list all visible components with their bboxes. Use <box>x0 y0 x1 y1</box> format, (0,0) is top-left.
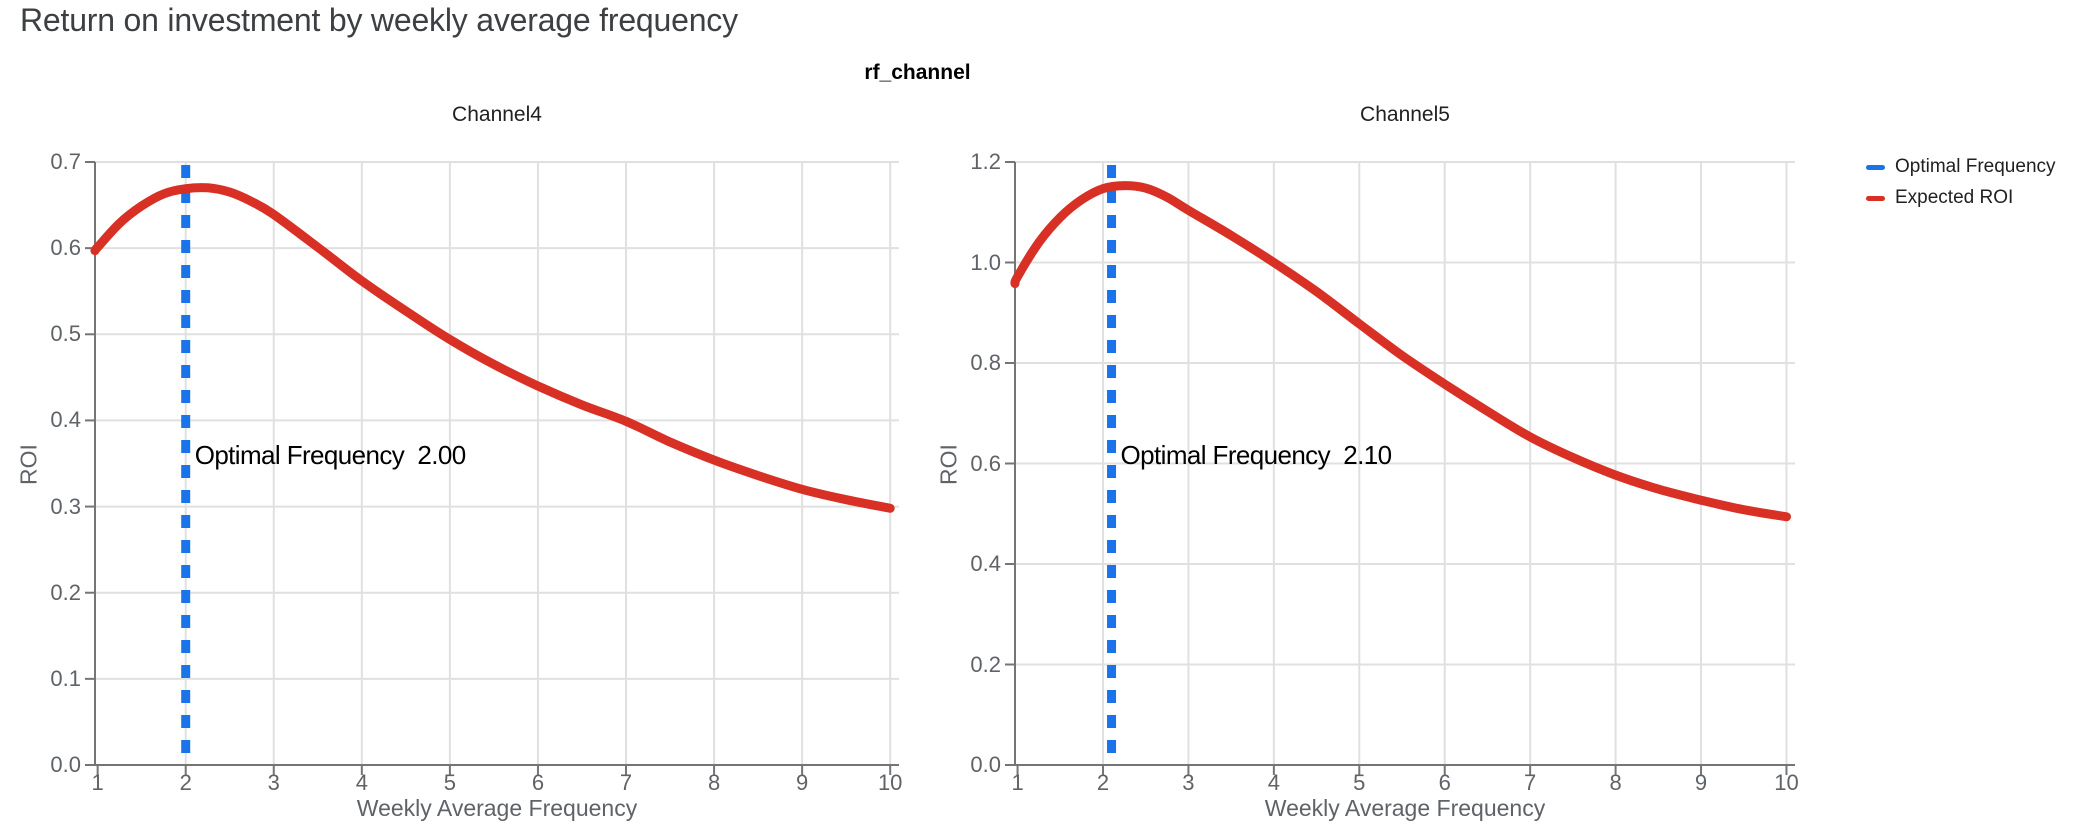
legend-line-expected-roi-icon <box>1866 195 1885 201</box>
x-tick-label: 1 <box>1011 770 1024 795</box>
legend-item-optimal-frequency: Optimal Frequency <box>1866 156 2056 178</box>
y-tick-label: 0.8 <box>970 350 1001 375</box>
legend-line-optimal-frequency-icon <box>1866 164 1885 170</box>
legend-label-optimal-frequency: Optimal Frequency <box>1895 156 2056 177</box>
x-tick-label: 6 <box>531 770 545 795</box>
y-tick-label: 0.7 <box>50 149 81 174</box>
x-axis-title-channel4: Weekly Average Frequency <box>356 795 638 821</box>
legend-item-expected-roi: Expected ROI <box>1866 187 2056 209</box>
x-tick-label: 9 <box>796 770 809 795</box>
y-tick-label: 0.4 <box>50 407 81 433</box>
expected-roi-curve <box>90 183 895 513</box>
x-tick-label: 1 <box>91 770 104 795</box>
x-tick-label: 7 <box>1524 770 1537 795</box>
x-tick-label: 10 <box>877 770 903 795</box>
y-tick-label: 0.4 <box>970 551 1001 576</box>
page-title: Return on investment by weekly average f… <box>20 2 738 38</box>
annotation-optimal-frequency-channel4: Optimal Frequency 2.00 <box>194 440 467 470</box>
x-tick-label: 3 <box>267 770 280 795</box>
x-tick-label: 6 <box>1438 770 1451 795</box>
x-tick-label: 3 <box>1182 770 1195 795</box>
x-axis-title-channel5: Weekly Average Frequency <box>1264 795 1546 821</box>
x-tick-label: 2 <box>1096 770 1110 795</box>
y-tick-label: 0.2 <box>970 651 1001 677</box>
x-tick-label: 4 <box>1267 770 1280 795</box>
y-tick-label: 0.1 <box>50 665 81 691</box>
x-tick-label: 10 <box>1774 770 1799 795</box>
y-tick-label: 0.3 <box>50 493 81 519</box>
y-tick-label: 0.6 <box>970 450 1001 476</box>
x-tick-label: 9 <box>1694 770 1708 795</box>
x-tick-label: 7 <box>619 770 633 795</box>
legend: Optimal Frequency Expected ROI <box>1866 156 2056 218</box>
y-tick-label: 1.0 <box>970 249 1001 275</box>
x-tick-label: 4 <box>355 770 368 795</box>
x-tick-label: 8 <box>707 770 721 795</box>
y-tick-label: 0.0 <box>50 752 81 777</box>
y-tick-label: 0.0 <box>970 752 1001 777</box>
legend-label-expected-roi: Expected ROI <box>1895 187 2014 208</box>
y-tick-label: 1.2 <box>970 149 1001 174</box>
x-tick-label: 2 <box>179 770 192 795</box>
y-tick-label: 0.6 <box>50 235 81 261</box>
x-tick-label: 8 <box>1609 770 1622 795</box>
x-tick-label: 5 <box>443 770 456 795</box>
expected-roi-curve <box>1010 181 1791 522</box>
y-tick-label: 0.2 <box>50 579 81 605</box>
facet-title: rf_channel <box>864 61 971 84</box>
chart-title-channel4: Channel4 <box>452 103 542 126</box>
x-tick-label: 5 <box>1353 770 1366 795</box>
y-tick-label: 0.5 <box>50 321 81 347</box>
annotation-optimal-frequency-channel5: Optimal Frequency 2.10 <box>1120 440 1393 470</box>
chart-title-channel5: Channel5 <box>1360 103 1450 126</box>
